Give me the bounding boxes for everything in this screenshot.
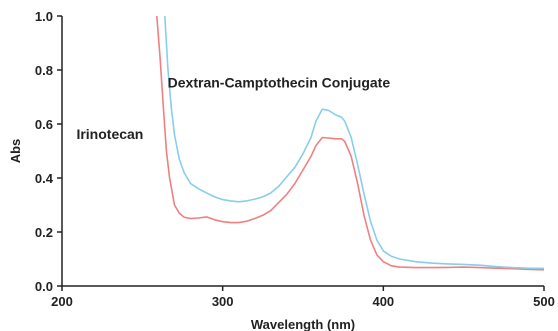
x-tick-label: 300 [212,294,234,309]
series-line-0 [156,15,545,271]
axes [61,16,544,287]
x-tick-label: 200 [51,294,73,309]
y-tick-label: 0.2 [35,225,53,240]
y-tick-label: 0.8 [35,63,53,78]
y-tick-label: 0.0 [35,279,53,294]
y-ticks: 0.0 0.2 0.4 0.6 0.8 1.0 [35,9,62,294]
annotation-label: Irinotecan [76,126,143,142]
series-line-1 [164,15,545,270]
x-ticks: 200 300 400 500 [51,286,555,309]
annotations: Dextran-Camptothecin Conjugate Irinotecan [76,75,390,142]
y-tick-label: 0.4 [35,171,54,186]
y-tick-label: 0.6 [35,117,53,132]
y-axis-title: Abs [8,139,23,164]
annotation-label: Dextran-Camptothecin Conjugate [168,75,391,91]
x-tick-label: 500 [533,294,555,309]
x-tick-label: 400 [372,294,394,309]
y-tick-label: 1.0 [35,9,53,24]
x-axis-title: Wavelength (nm) [251,317,355,331]
plot-lines [156,15,545,271]
